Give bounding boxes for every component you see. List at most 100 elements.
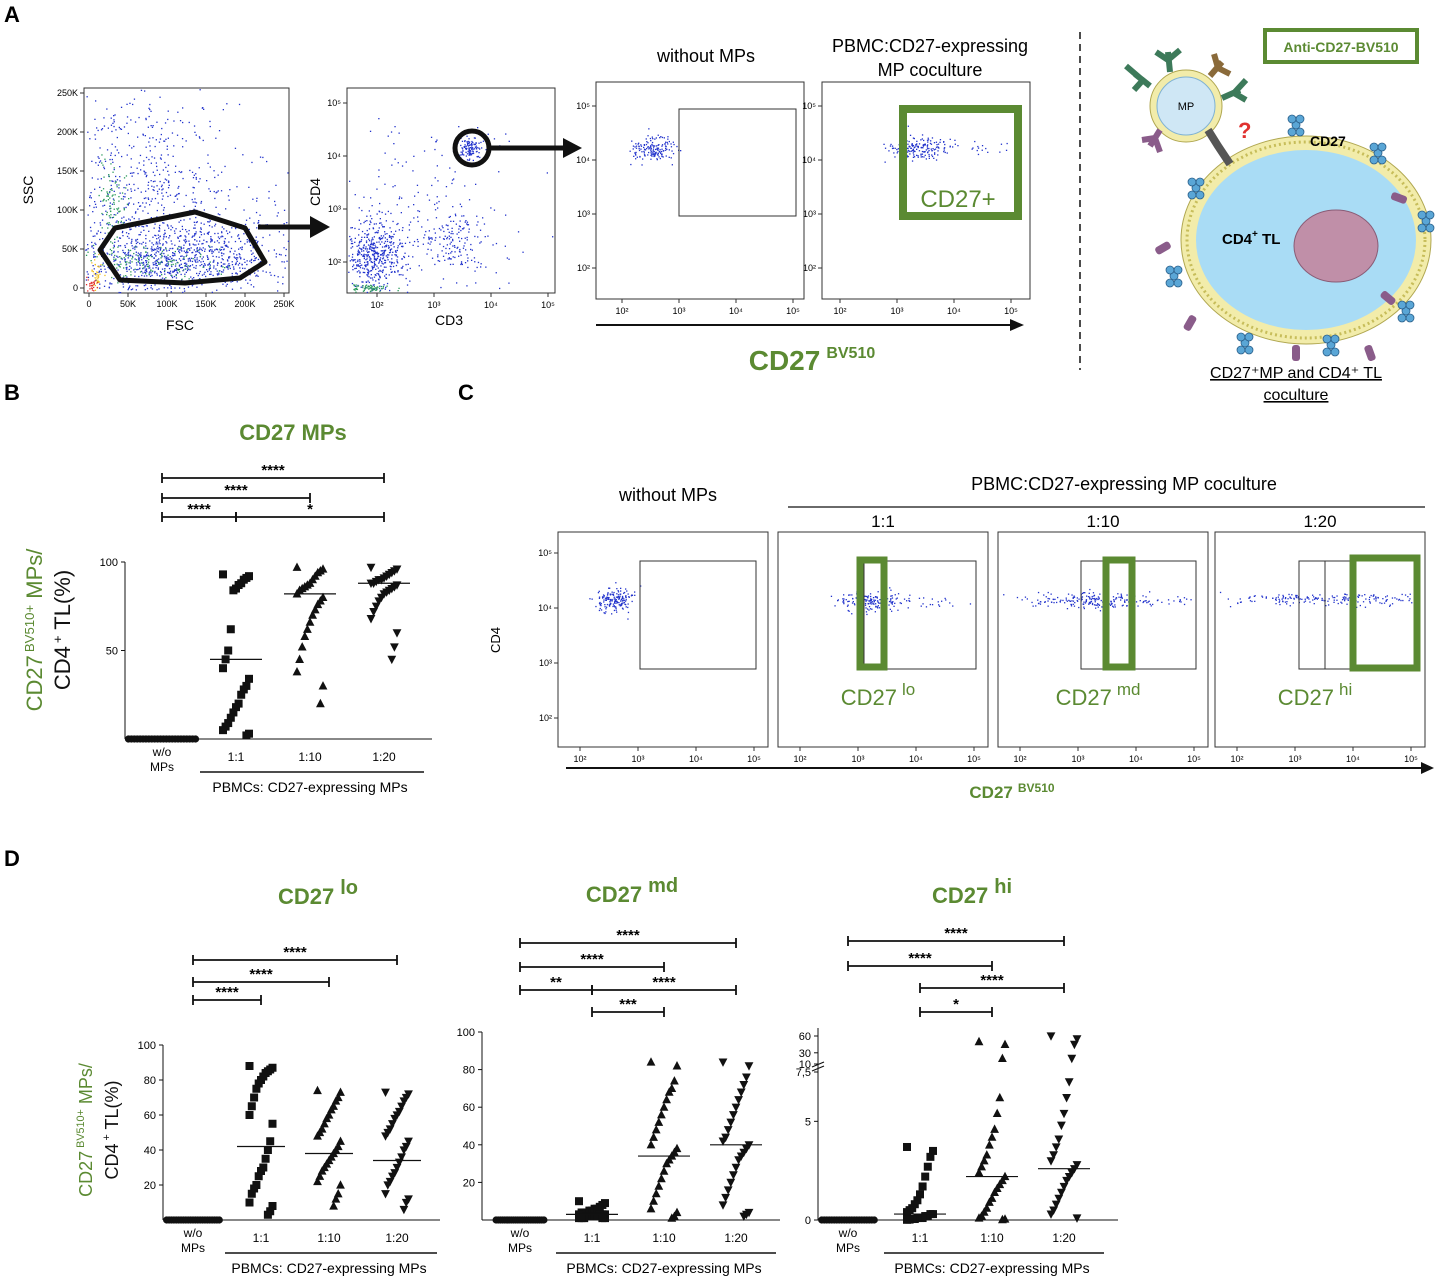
event-dot bbox=[171, 258, 173, 260]
event-dot bbox=[367, 275, 369, 277]
event-dot bbox=[351, 282, 354, 285]
event-dot bbox=[200, 261, 202, 263]
event-dot bbox=[475, 142, 477, 144]
event-dot bbox=[137, 254, 139, 257]
event-dot bbox=[97, 271, 99, 274]
event-dot bbox=[124, 246, 127, 248]
event-dot bbox=[665, 141, 667, 143]
event-dot bbox=[1289, 597, 1291, 599]
event-dot bbox=[168, 174, 170, 176]
y-title-black-sup: + bbox=[50, 635, 65, 643]
event-dot bbox=[102, 205, 104, 207]
event-dot bbox=[119, 292, 122, 294]
event-dot bbox=[250, 259, 252, 261]
event-dot bbox=[1070, 605, 1073, 607]
event-dot bbox=[196, 221, 198, 223]
event-dot bbox=[383, 284, 385, 286]
event-dot bbox=[171, 247, 173, 250]
event-dot bbox=[231, 272, 233, 275]
event-dot bbox=[466, 236, 468, 239]
event-dot bbox=[464, 237, 466, 239]
event-dot bbox=[87, 273, 89, 275]
event-dot bbox=[120, 220, 122, 222]
significance-bracket bbox=[919, 1007, 993, 1017]
event-dot bbox=[366, 268, 368, 270]
event-dot bbox=[178, 185, 180, 188]
event-dot bbox=[119, 245, 122, 247]
event-dot bbox=[122, 235, 124, 237]
event-dot bbox=[91, 241, 93, 244]
event-dot bbox=[600, 604, 602, 607]
event-dot bbox=[1292, 602, 1294, 604]
event-dot bbox=[239, 267, 241, 269]
event-dot bbox=[140, 256, 142, 258]
event-dot bbox=[466, 135, 468, 137]
event-dot bbox=[931, 155, 934, 158]
event-dot bbox=[402, 246, 404, 248]
event-dot bbox=[451, 179, 454, 181]
data-point bbox=[646, 1203, 656, 1213]
event-dot bbox=[366, 274, 368, 276]
event-dot bbox=[137, 252, 139, 254]
event-dot bbox=[393, 246, 395, 248]
event-dot bbox=[90, 281, 92, 284]
event-dot bbox=[651, 143, 653, 146]
data-point bbox=[921, 1172, 930, 1181]
category-label: 1:20 bbox=[385, 1231, 409, 1245]
event-dot bbox=[599, 603, 602, 606]
event-dot bbox=[889, 608, 891, 610]
event-dot bbox=[866, 613, 868, 616]
event-dot bbox=[474, 146, 477, 148]
event-dot bbox=[1066, 600, 1068, 602]
event-dot bbox=[133, 269, 135, 271]
event-dot bbox=[434, 177, 436, 179]
event-dot bbox=[598, 590, 600, 592]
event-dot bbox=[139, 234, 141, 236]
event-dot bbox=[223, 242, 225, 245]
event-dot bbox=[1076, 597, 1078, 599]
event-dot bbox=[154, 261, 156, 263]
event-dot bbox=[452, 240, 454, 242]
event-dot bbox=[214, 225, 216, 227]
event-dot bbox=[125, 263, 128, 265]
event-dot bbox=[277, 212, 279, 214]
event-dot bbox=[390, 248, 393, 250]
event-dot bbox=[94, 188, 96, 190]
event-dot bbox=[394, 271, 396, 273]
event-dot bbox=[161, 192, 163, 194]
event-dot bbox=[395, 264, 398, 267]
event-dot bbox=[611, 598, 613, 601]
event-dot bbox=[154, 253, 156, 255]
event-dot bbox=[113, 190, 115, 192]
event-dot bbox=[110, 163, 112, 165]
event-dot bbox=[1265, 596, 1267, 598]
event-dot bbox=[1085, 599, 1088, 601]
event-dot bbox=[368, 288, 370, 290]
event-dot bbox=[412, 170, 414, 172]
event-dot bbox=[163, 213, 165, 215]
event-dot bbox=[97, 276, 100, 278]
data-point bbox=[336, 1180, 345, 1189]
event-dot bbox=[218, 256, 220, 258]
event-dot bbox=[144, 269, 146, 271]
data-point bbox=[654, 1181, 664, 1190]
event-dot bbox=[1275, 597, 1277, 599]
event-dot bbox=[106, 222, 109, 224]
event-dot bbox=[1364, 594, 1366, 596]
event-dot bbox=[157, 268, 159, 270]
event-dot bbox=[922, 147, 924, 149]
event-dot bbox=[97, 156, 99, 158]
event-dot bbox=[167, 180, 170, 182]
event-dot bbox=[164, 140, 166, 142]
event-dot bbox=[103, 166, 105, 168]
event-dot bbox=[257, 222, 259, 224]
event-dot bbox=[439, 236, 441, 238]
data-point bbox=[247, 1102, 256, 1111]
event-dot bbox=[209, 264, 211, 266]
event-dot bbox=[192, 201, 194, 203]
event-dot bbox=[193, 277, 195, 279]
event-dot bbox=[379, 285, 381, 287]
event-dot bbox=[466, 254, 468, 256]
event-dot bbox=[368, 228, 371, 230]
event-dot bbox=[1328, 598, 1330, 600]
